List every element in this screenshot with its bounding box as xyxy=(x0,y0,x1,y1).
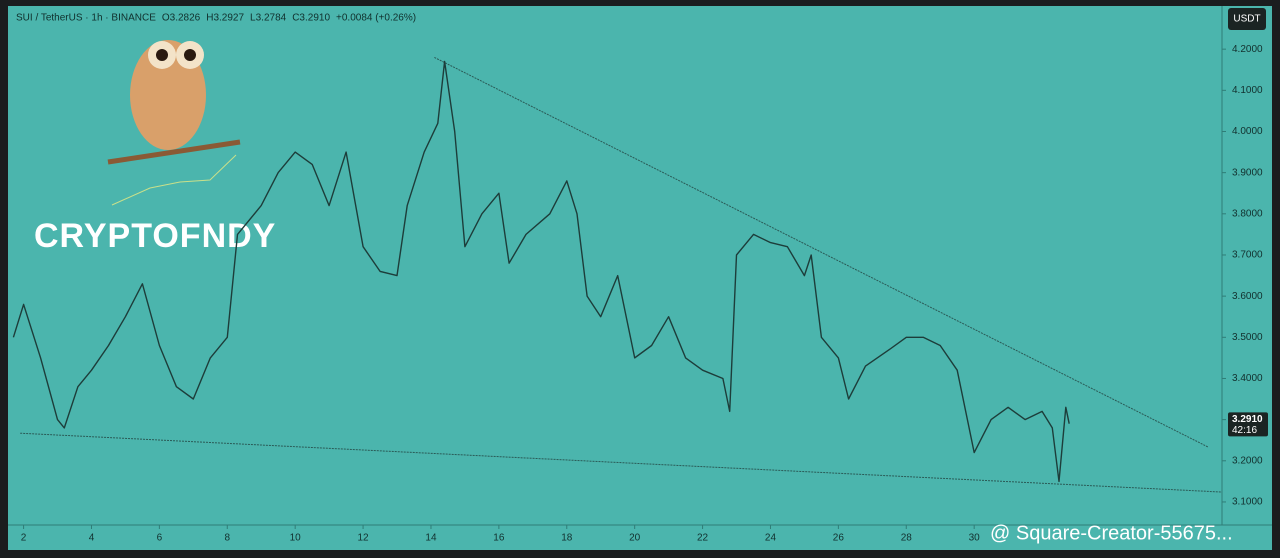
x-tick-label: 22 xyxy=(697,533,709,544)
x-tick-label: 10 xyxy=(290,533,302,544)
x-tick-label: 16 xyxy=(493,533,505,544)
y-tick-label: 4.0000 xyxy=(1232,126,1263,137)
header-item: L3.2784 xyxy=(250,13,287,24)
y-tick-label: 3.1000 xyxy=(1232,497,1263,508)
y-tick-label: 3.8000 xyxy=(1232,208,1263,219)
x-tick-label: 28 xyxy=(901,533,913,544)
x-tick-label: 30 xyxy=(969,533,981,544)
watermark: CRYPTOFNDY xyxy=(34,217,276,255)
price-label: 3.2910 xyxy=(1232,414,1263,425)
trendline xyxy=(20,432,1223,493)
x-tick-label: 6 xyxy=(157,533,163,544)
x-tick-label: 4 xyxy=(89,533,95,544)
y-tick-label: 3.6000 xyxy=(1232,291,1263,302)
x-tick-label: 20 xyxy=(629,533,641,544)
price-label-box xyxy=(1228,412,1268,437)
header-item: C3.2910 xyxy=(292,13,330,24)
countdown-label: 42:16 xyxy=(1232,425,1257,436)
y-tick-label: 4.1000 xyxy=(1232,85,1263,96)
header-item: SUI / TetherUS · 1h · BINANCE xyxy=(16,13,156,24)
currency-box xyxy=(1228,8,1266,30)
header-item: +0.0084 (+0.26%) xyxy=(336,13,416,24)
owl-logo xyxy=(107,40,241,206)
header-item: H3.2927 xyxy=(206,13,244,24)
y-tick-label: 3.9000 xyxy=(1232,167,1263,178)
x-tick-label: 18 xyxy=(561,533,573,544)
x-tick-label: 14 xyxy=(425,533,437,544)
currency-label: USDT xyxy=(1233,14,1260,25)
x-tick-label: 26 xyxy=(833,533,845,544)
x-tick-label: 12 xyxy=(358,533,370,544)
source-credit: @ Square-Creator-55675... xyxy=(990,522,1233,544)
x-tick-label: 24 xyxy=(765,533,777,544)
trendline xyxy=(434,56,1209,448)
x-tick-label: 2 xyxy=(21,533,27,544)
header-item: O3.2826 xyxy=(162,13,201,24)
y-tick-label: 3.2000 xyxy=(1232,455,1263,466)
price-line xyxy=(12,60,1070,483)
x-tick-label: 8 xyxy=(224,533,230,544)
y-tick-label: 3.7000 xyxy=(1232,250,1263,261)
y-tick-label: 3.5000 xyxy=(1232,332,1263,343)
y-tick-label: 4.2000 xyxy=(1232,44,1263,55)
y-tick-label: 3.4000 xyxy=(1232,373,1263,384)
